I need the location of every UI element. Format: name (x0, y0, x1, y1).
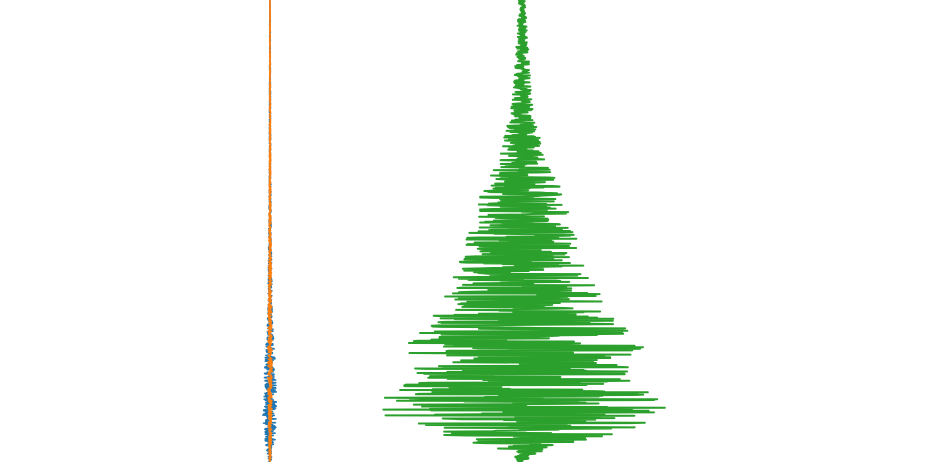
trace-panel-left (262, 0, 278, 462)
trace-panel-right (382, 0, 666, 462)
trace-line-0-1 (267, 0, 274, 462)
trace-line-1-0 (382, 0, 666, 462)
